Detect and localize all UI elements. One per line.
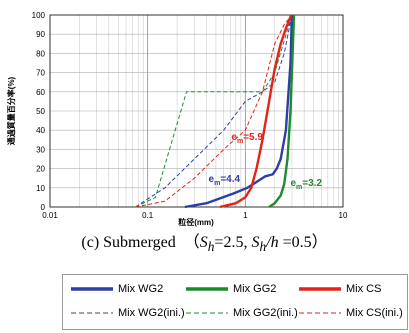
legend-label: Mix WG2: [118, 283, 164, 295]
y-tick-label: 60: [36, 88, 45, 97]
caption-suffix: =0.5）: [278, 234, 328, 251]
series-line-mix-gg2-ini: [135, 14, 293, 208]
x-tick-label: 0.1: [142, 211, 154, 220]
legend-entry: Mix WG2(ini.): [69, 305, 185, 321]
legend-entry: Mix WG2: [69, 281, 163, 297]
y-axis-label: 通過質量百分率(%): [6, 76, 16, 145]
y-tick-label: 40: [36, 126, 45, 135]
legend-entry: Mix CS: [297, 281, 381, 297]
series-line-mix-gg2: [268, 14, 296, 208]
plot-frame: [49, 14, 344, 208]
legend-entry: Mix GG2: [184, 281, 276, 297]
y-tick-label: 100: [32, 11, 46, 20]
chart-grid: [50, 15, 343, 207]
series-line-mix-cs-ini: [135, 14, 293, 208]
series-line-mix-cs: [219, 14, 293, 209]
annotations: em=5.9 em=4.4 em=3.2: [209, 132, 323, 191]
legend-swatch: [71, 312, 113, 314]
series-line-mix-wg2-ini: [135, 14, 293, 208]
series-line-mix-wg2: [184, 14, 294, 209]
x-axis-label: 粒径(mm): [178, 217, 214, 227]
caption-prefix: (c) Submerged （: [81, 234, 200, 251]
legend-entry: Mix CS(ini.): [297, 305, 403, 321]
caption-slash: /: [266, 234, 271, 251]
caption-s1: S: [199, 234, 208, 251]
x-tick-label: 10: [339, 211, 348, 220]
legend-swatch: [71, 287, 113, 291]
legend-swatch: [299, 287, 341, 291]
y-tick-label: 70: [36, 69, 45, 78]
legend-label: Mix GG2(ini.): [233, 307, 298, 319]
y-tick-labels: 0 10 20 30 40 50 60 70 80 90 100: [32, 11, 46, 212]
legend: Mix WG2 Mix GG2 Mix CS Mix WG2(ini.) Mix GG2…: [62, 274, 408, 330]
y-tick-label: 10: [36, 184, 45, 193]
annotation-label: em=5.9: [231, 132, 263, 145]
caption-h: h: [270, 234, 279, 251]
legend-label: Mix GG2: [233, 283, 277, 295]
legend-label: Mix WG2(ini.): [118, 307, 185, 319]
legend-swatch: [299, 312, 341, 314]
legend-label: Mix CS(ini.): [346, 307, 403, 319]
caption-s2: S: [251, 234, 260, 251]
x-tick-label: 0.01: [42, 211, 58, 220]
caption-s2-sub: h: [259, 239, 267, 255]
y-tick-label: 20: [36, 165, 45, 174]
x-tick-label: 1: [243, 211, 248, 220]
y-tick-label: 0: [41, 203, 46, 212]
x-tick-labels: 0.01 0.1 1 10: [42, 211, 348, 220]
y-tick-label: 30: [36, 145, 45, 154]
legend-swatch: [186, 287, 228, 291]
y-tick-label: 90: [36, 30, 45, 39]
figure-caption: (c) Submerged （Sh=2.5, Sh/h =0.5）: [0, 228, 409, 255]
legend-swatch: [186, 312, 228, 314]
legend-entry: Mix GG2(ini.): [184, 305, 298, 321]
y-tick-label: 80: [36, 49, 45, 58]
y-tick-label: 50: [36, 107, 45, 116]
annotation-label: em=3.2: [290, 178, 322, 191]
caption-s1-sub: h: [207, 239, 215, 255]
annotation-label: em=4.4: [209, 174, 241, 187]
series-layer: [135, 14, 296, 209]
legend-label: Mix CS: [346, 283, 382, 295]
caption-mid: =2.5,: [214, 234, 252, 251]
